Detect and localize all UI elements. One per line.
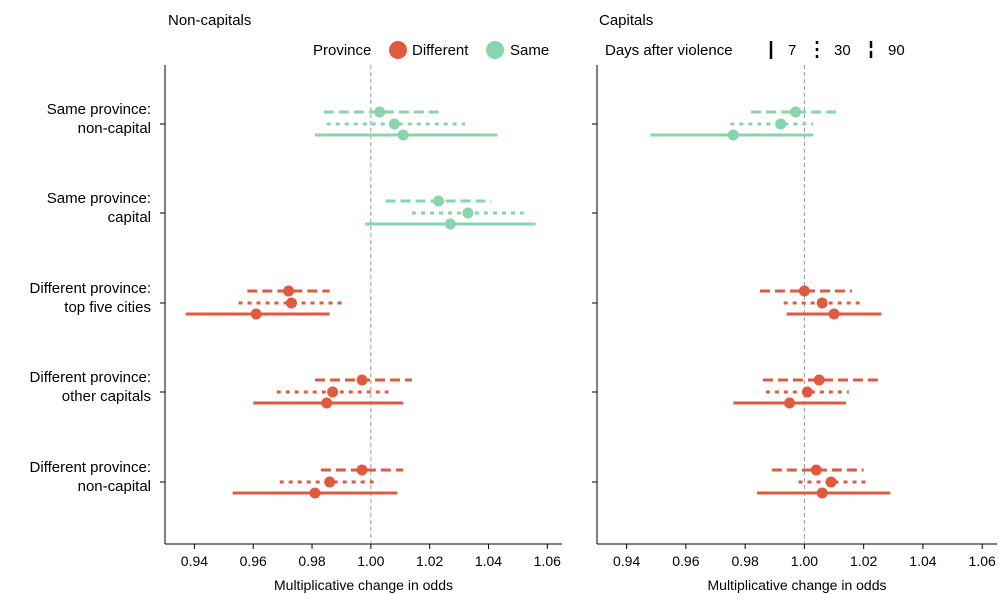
category-label: Different province: non-capital (30, 459, 151, 495)
y-axis-labels: Same province: non-capital Same province: c… (30, 101, 151, 495)
x-tick-label: 1.02 (850, 553, 877, 569)
x-tick-label: 0.98 (298, 553, 325, 569)
x-tick-label: 0.98 (732, 553, 759, 569)
point-estimate (324, 476, 336, 488)
category-label: Different province: top five cities (30, 280, 151, 316)
point-estimate (828, 308, 840, 320)
point-estimate (374, 106, 386, 118)
point-estimate (356, 464, 368, 476)
x-tick-label: 1.06 (969, 553, 996, 569)
legend-label: 90 (888, 42, 905, 59)
x-tick-label: 1.02 (416, 553, 443, 569)
x-tick-label: 0.94 (181, 553, 208, 569)
x-tick-label: 0.96 (672, 553, 699, 569)
point-estimate (309, 487, 321, 499)
point-estimate (432, 195, 444, 207)
point-estimate (250, 308, 262, 320)
point-estimate (816, 297, 828, 309)
x-tick-label: 0.96 (240, 553, 267, 569)
legend-province: Province Different Same (313, 41, 549, 59)
x-axis-label: Multiplicative change in odds (708, 577, 887, 593)
category-label: Same province: non-capital (47, 101, 151, 137)
panel-title: Capitals (599, 12, 653, 29)
legend-title: Province (313, 42, 371, 59)
point-estimate (801, 386, 813, 398)
point-estimate (810, 464, 822, 476)
legend-label: 7 (788, 42, 796, 59)
legend-swatch-same (486, 41, 504, 59)
point-estimate (775, 118, 787, 130)
point-estimate (462, 207, 474, 219)
point-estimate (283, 285, 295, 297)
legend-label: Same (510, 42, 549, 59)
panel-title: Non-capitals (168, 12, 251, 29)
category-label: Different province: other capitals (30, 369, 151, 405)
point-estimate (813, 374, 825, 386)
legend-label: Different (412, 42, 469, 59)
point-estimate (790, 106, 802, 118)
x-tick-label: 1.04 (909, 553, 936, 569)
point-estimate (798, 285, 810, 297)
point-estimate (444, 218, 456, 230)
point-estimate (397, 129, 409, 141)
panel-capitals: Capitals 0.94 0.96 0.98 1.00 1.02 1.04 1.06 Mul… (592, 12, 997, 593)
x-tick-label: 1.00 (791, 553, 818, 569)
point-estimate (285, 297, 297, 309)
legend-swatch-different (389, 41, 407, 59)
x-tick-label: 0.94 (613, 553, 640, 569)
x-tick-label: 1.00 (357, 553, 384, 569)
point-estimate (388, 118, 400, 130)
legend-days: Days after violence 7 30 90 (605, 41, 905, 59)
point-estimate (816, 487, 828, 499)
point-estimate (327, 386, 339, 398)
legend-label: 30 (834, 42, 851, 59)
legend-title: Days after violence (605, 42, 733, 59)
x-tick-label: 1.04 (475, 553, 502, 569)
category-label: Same province: capital (47, 190, 151, 226)
point-estimate (356, 374, 368, 386)
panel-non-capitals: Non-capitals 0.94 0.96 0.98 1.00 1.02 1.04 1.0… (160, 12, 562, 593)
point-estimate (727, 129, 739, 141)
point-estimate (321, 397, 333, 409)
point-estimate (784, 397, 796, 409)
point-estimate (825, 476, 837, 488)
x-tick-label: 1.06 (534, 553, 561, 569)
x-axis-label: Multiplicative change in odds (274, 577, 453, 593)
